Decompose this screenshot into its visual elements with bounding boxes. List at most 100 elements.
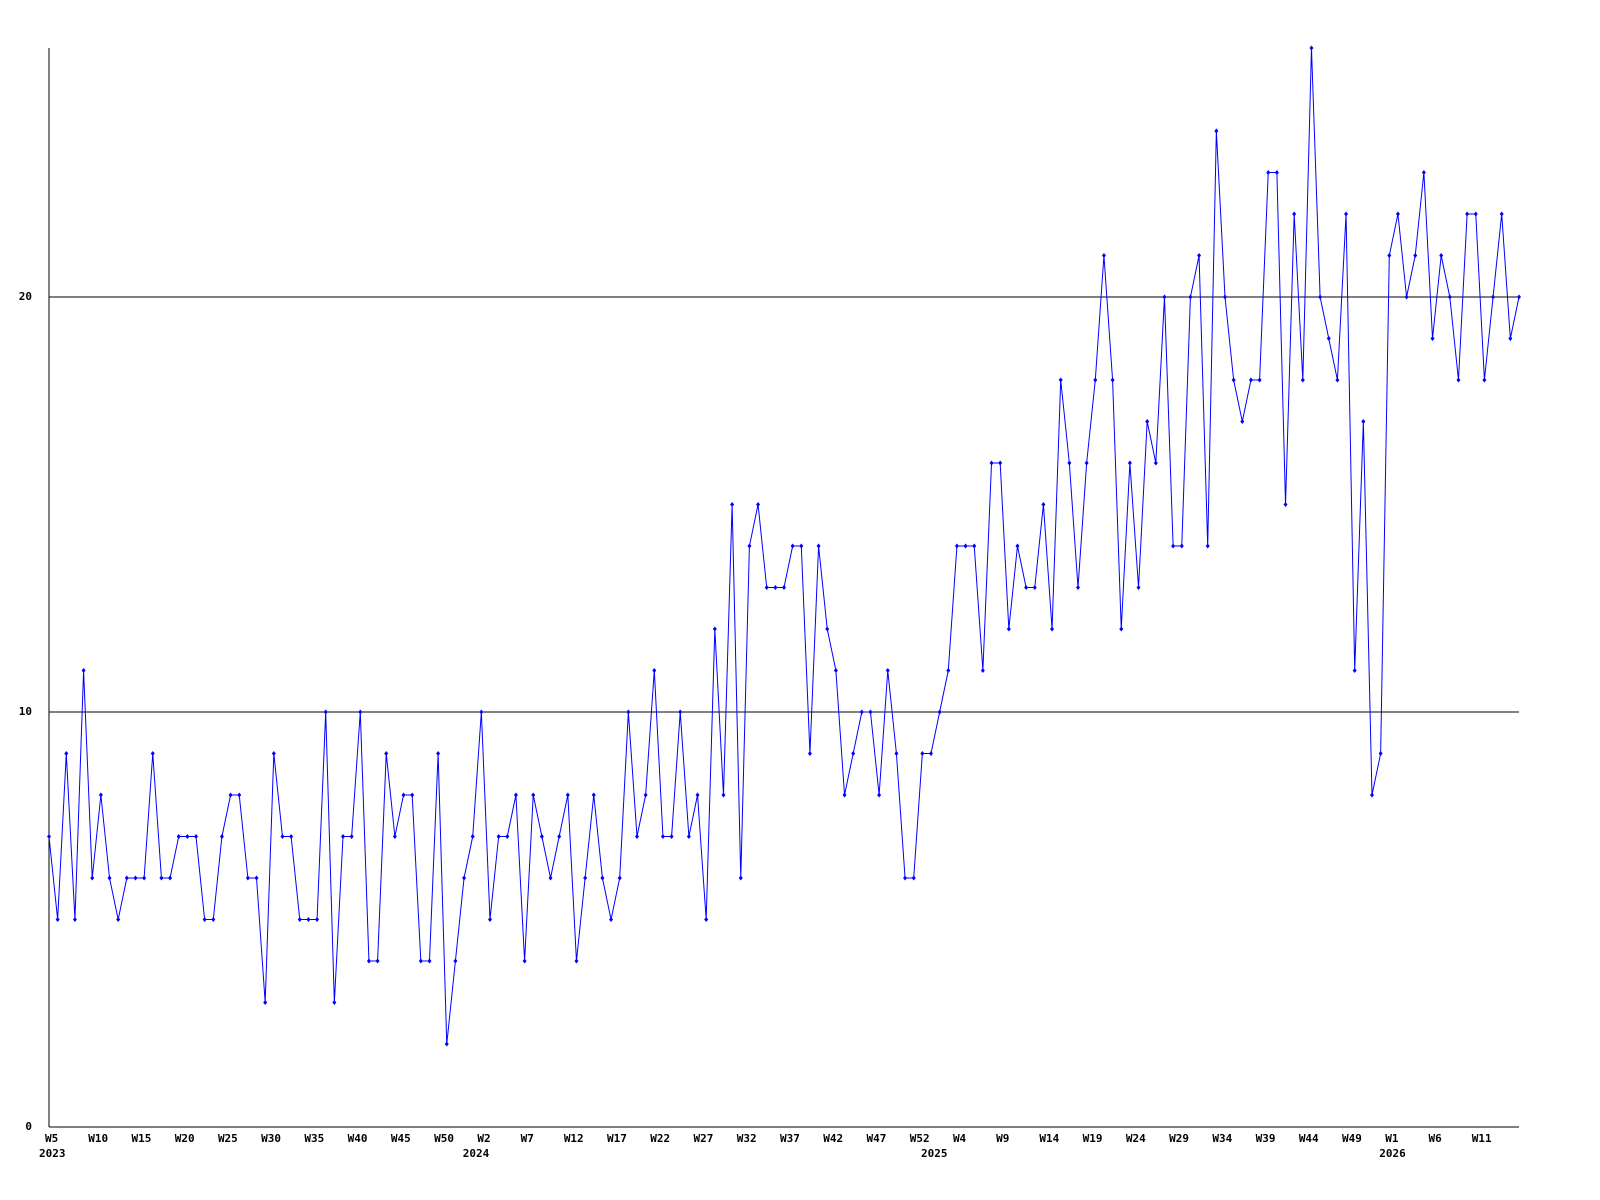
data-point xyxy=(678,709,683,715)
data-point xyxy=(894,751,899,756)
data-point xyxy=(133,875,138,881)
data-point xyxy=(401,792,406,798)
data-point xyxy=(972,543,977,549)
data-point xyxy=(263,1000,268,1005)
data-point xyxy=(989,460,994,466)
data-point xyxy=(833,668,838,673)
data-point xyxy=(557,834,562,839)
data-point xyxy=(1240,419,1245,424)
data-point xyxy=(1335,377,1340,383)
data-point xyxy=(1326,336,1331,341)
x-tick-label: W39 xyxy=(1256,1132,1276,1145)
x-tick-label: W22 xyxy=(650,1132,670,1145)
data-point xyxy=(643,792,648,798)
data-point xyxy=(1283,502,1288,507)
data-point xyxy=(591,792,596,798)
data-point xyxy=(168,875,173,881)
data-point xyxy=(1024,585,1029,590)
data-point xyxy=(470,834,475,839)
x-year-label: 2024 xyxy=(463,1147,490,1160)
data-point xyxy=(738,875,743,881)
data-point xyxy=(954,543,959,549)
data-point xyxy=(289,834,294,839)
data-point xyxy=(1076,585,1080,590)
data-point xyxy=(1370,792,1374,798)
data-point xyxy=(635,834,639,839)
data-point xyxy=(427,958,432,964)
data-point xyxy=(920,751,925,756)
data-point xyxy=(1318,294,1323,300)
data-point xyxy=(1274,170,1279,175)
data-point xyxy=(513,792,518,798)
data-point xyxy=(825,626,830,632)
data-point xyxy=(488,917,492,922)
data-point xyxy=(202,917,207,922)
y-tick-label: 10 xyxy=(19,705,32,718)
data-point xyxy=(816,543,821,549)
x-year-label: 2023 xyxy=(39,1147,66,1160)
data-point xyxy=(773,585,778,590)
data-point xyxy=(1430,336,1435,341)
x-tick-label: W44 xyxy=(1299,1132,1319,1145)
data-point xyxy=(1473,211,1478,217)
x-tick-label: W49 xyxy=(1342,1132,1362,1145)
data-point xyxy=(1491,294,1496,300)
data-point xyxy=(341,834,345,839)
x-tick-label: W29 xyxy=(1169,1132,1189,1145)
data-point xyxy=(444,1041,449,1047)
data-point xyxy=(1041,502,1046,507)
data-point xyxy=(1136,585,1141,590)
data-point xyxy=(1145,419,1150,424)
data-point xyxy=(1223,294,1227,300)
data-point xyxy=(1231,377,1236,383)
data-point xyxy=(877,792,882,798)
data-point xyxy=(280,834,285,839)
data-point xyxy=(946,668,951,673)
x-tick-label: W27 xyxy=(694,1132,714,1145)
data-point xyxy=(228,792,233,798)
data-point xyxy=(885,668,890,673)
x-tick-label: W5 xyxy=(45,1132,58,1145)
data-point xyxy=(1067,460,1072,466)
x-tick-label: W30 xyxy=(261,1132,281,1145)
data-point xyxy=(159,875,164,881)
data-point xyxy=(1352,668,1357,673)
data-point xyxy=(1093,377,1098,383)
data-point xyxy=(1257,377,1262,383)
data-point xyxy=(211,917,216,922)
data-point xyxy=(1300,377,1305,383)
data-point xyxy=(799,543,804,549)
data-point xyxy=(1058,377,1063,383)
data-point xyxy=(323,709,328,715)
x-tick-label: W19 xyxy=(1083,1132,1103,1145)
data-point xyxy=(1015,543,1020,549)
data-point xyxy=(1205,543,1210,549)
data-point xyxy=(660,834,665,839)
data-point xyxy=(315,917,320,922)
data-point xyxy=(47,834,51,839)
data-point xyxy=(1171,543,1176,549)
data-point xyxy=(64,751,69,756)
data-point xyxy=(1050,626,1055,632)
data-point xyxy=(349,834,354,839)
data-point xyxy=(764,585,769,590)
x-tick-label: W17 xyxy=(607,1132,627,1145)
data-point xyxy=(756,502,761,507)
x-tick-label: W10 xyxy=(88,1132,108,1145)
data-point xyxy=(704,917,709,922)
x-tick-label: W45 xyxy=(391,1132,411,1145)
x-tick-label: W4 xyxy=(953,1132,967,1145)
data-point xyxy=(574,958,579,964)
data-point xyxy=(496,834,501,839)
data-point xyxy=(522,958,527,964)
data-point xyxy=(1248,377,1253,383)
x-tick-label: W40 xyxy=(348,1132,368,1145)
data-point xyxy=(1309,45,1314,51)
data-point xyxy=(1153,460,1158,466)
x-tick-label: W24 xyxy=(1126,1132,1146,1145)
data-point xyxy=(1378,751,1383,756)
data-point xyxy=(98,792,103,798)
data-point xyxy=(1084,460,1089,466)
data-point xyxy=(384,751,389,756)
data-point xyxy=(998,460,1003,466)
